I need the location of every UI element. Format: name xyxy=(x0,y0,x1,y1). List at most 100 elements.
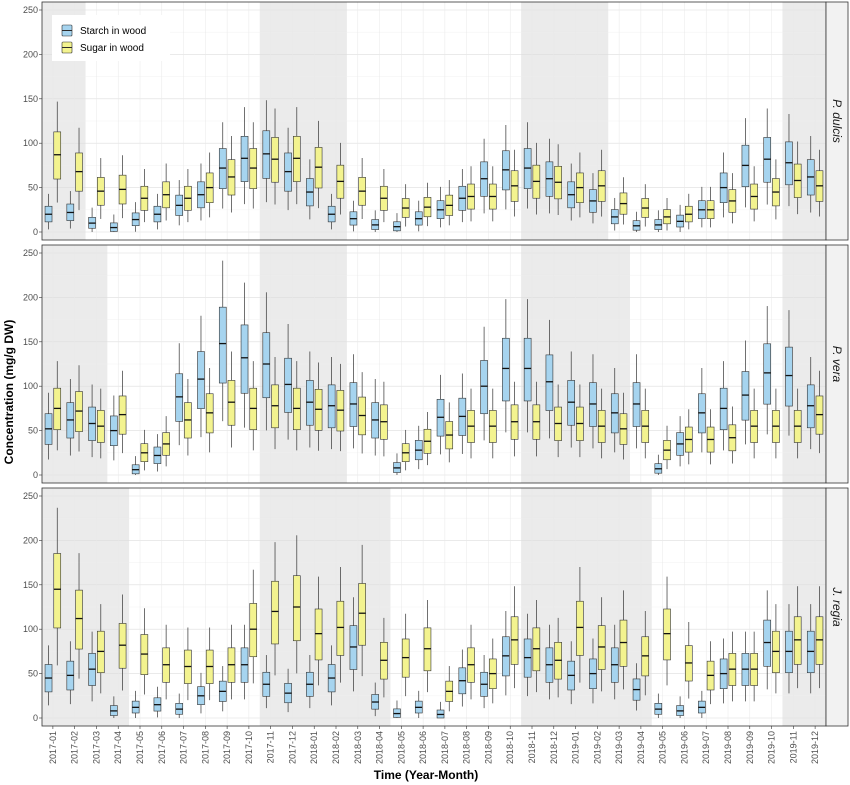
x-tick-label: 2018-06 xyxy=(418,731,428,764)
sugar-box xyxy=(314,608,323,661)
starch-box xyxy=(545,354,554,411)
legend-label-sugar: Sugar in wood xyxy=(80,43,144,54)
x-tick-label: 2017-03 xyxy=(91,731,101,764)
y-tick-label: 200 xyxy=(23,292,38,302)
x-tick-label: 2017-08 xyxy=(200,731,210,764)
starch-box xyxy=(197,351,205,409)
strip-label: J. regia xyxy=(830,586,844,627)
x-tick-label: 2018-03 xyxy=(353,731,363,764)
x-tick-label: 2017-02 xyxy=(70,731,80,764)
x-tick-label: 2017-11 xyxy=(266,731,276,763)
x-tick-label: 2018-02 xyxy=(331,731,341,764)
x-tick-label: 2017-10 xyxy=(244,731,254,764)
x-tick-label: 2019-09 xyxy=(745,731,755,764)
sugar-box xyxy=(336,600,345,656)
x-axis-label: Time (Year-Month) xyxy=(374,768,478,782)
legend-background xyxy=(52,15,170,61)
x-tick-label: 2019-11 xyxy=(788,731,798,763)
y-tick-label: 250 xyxy=(23,5,38,15)
y-tick-label: 250 xyxy=(23,491,38,501)
strip-label: P. dulcis xyxy=(830,99,844,143)
x-tick-label: 2018-10 xyxy=(505,731,515,764)
panel-2: 0 50 100 150 200 250 J. regia xyxy=(23,487,849,727)
sugar-box xyxy=(293,575,301,642)
x-tick-label: 2019-01 xyxy=(571,731,581,764)
x-tick-label: 2017-06 xyxy=(157,731,167,764)
x-tick-label: 2017-09 xyxy=(222,731,232,764)
y-tick-label: 200 xyxy=(23,49,38,59)
starch-box xyxy=(763,343,771,405)
starch-box xyxy=(284,357,292,413)
x-tick-label: 2017-12 xyxy=(287,731,297,764)
starch-box xyxy=(240,136,249,182)
x-tick-label: 2017-05 xyxy=(135,731,145,764)
x-tick-label: 2018-08 xyxy=(462,731,472,764)
x-tick-label: 2019-07 xyxy=(701,731,711,764)
strip-background xyxy=(825,244,849,484)
panel-1: 0 50 100 150 200 250 P. vera xyxy=(23,244,849,484)
legend-label-starch: Starch in wood xyxy=(80,26,146,37)
x-tick-label: 2019-04 xyxy=(636,731,646,764)
x-tick-label: 2018-07 xyxy=(440,731,450,764)
x-tick-label: 2019-02 xyxy=(592,731,602,764)
strip-label: P. vera xyxy=(830,346,844,383)
starch-box xyxy=(262,332,271,399)
y-tick-label: 100 xyxy=(23,381,38,391)
x-tick-label: 2018-04 xyxy=(375,731,385,764)
sugar-box xyxy=(293,136,301,182)
y-tick-label: 50 xyxy=(28,426,38,436)
starch-box xyxy=(763,619,771,667)
starch-box xyxy=(785,346,793,407)
starch-box xyxy=(523,337,532,402)
sugar-box xyxy=(53,553,62,629)
x-tick-label: 2018-09 xyxy=(483,731,493,764)
x-tick-label: 2019-10 xyxy=(767,731,777,764)
x-tick-label: 2019-03 xyxy=(614,731,624,764)
sugar-box xyxy=(815,616,824,665)
x-tick-label: 2019-12 xyxy=(810,731,820,764)
x-ticks: 2017-01 2017-02 2017-03 2017-04 2017-05 2017-… xyxy=(48,726,820,764)
sugar-box xyxy=(53,131,62,180)
y-tick-label: 150 xyxy=(23,337,38,347)
y-tick-label: 50 xyxy=(28,183,38,193)
y-tick-label: 150 xyxy=(23,580,38,590)
sugar-box xyxy=(663,608,671,661)
starch-box xyxy=(240,324,249,394)
x-tick-label: 2019-06 xyxy=(679,731,689,764)
sugar-box xyxy=(75,589,83,650)
sugar-box xyxy=(619,619,628,667)
y-tick-label: 250 xyxy=(23,248,38,258)
y-tick-label: 100 xyxy=(23,138,38,148)
sugar-box xyxy=(271,580,279,645)
x-tick-label: 2018-05 xyxy=(396,731,406,764)
starch-box xyxy=(218,306,227,384)
sugar-box xyxy=(249,603,258,658)
starch-box xyxy=(175,373,183,422)
sugar-box xyxy=(793,616,802,665)
y-tick-label: 150 xyxy=(23,94,38,104)
legend: Starch in wood Sugar in wood xyxy=(52,15,170,61)
y-tick-label: 100 xyxy=(23,624,38,634)
x-tick-label: 2018-12 xyxy=(549,731,559,764)
starch-box xyxy=(502,337,510,402)
y-tick-label: 50 xyxy=(28,669,38,679)
x-tick-label: 2019-08 xyxy=(723,731,733,764)
x-tick-label: 2018-01 xyxy=(309,731,319,764)
y-tick-label: 200 xyxy=(23,535,38,545)
y-tick-label: 0 xyxy=(33,470,38,480)
panels: 0 50 100 150 200 250 P. dulcis 0 50 100 150 200 250 P… xyxy=(23,1,849,727)
sugar-box xyxy=(358,583,366,646)
strip-background xyxy=(825,487,849,727)
starch-box xyxy=(262,130,271,179)
y-tick-label: 0 xyxy=(33,713,38,723)
x-tick-label: 2017-07 xyxy=(179,731,189,764)
starch-box xyxy=(480,360,488,415)
y-axis-label: Concentration (mg/g DW) xyxy=(2,320,16,465)
sugar-box xyxy=(576,600,584,656)
strip-background xyxy=(825,1,849,241)
x-tick-label: 2017-04 xyxy=(113,731,123,764)
x-tick-label: 2017-01 xyxy=(48,731,58,764)
x-tick-label: 2019-05 xyxy=(658,731,668,764)
starch-box xyxy=(741,371,750,421)
